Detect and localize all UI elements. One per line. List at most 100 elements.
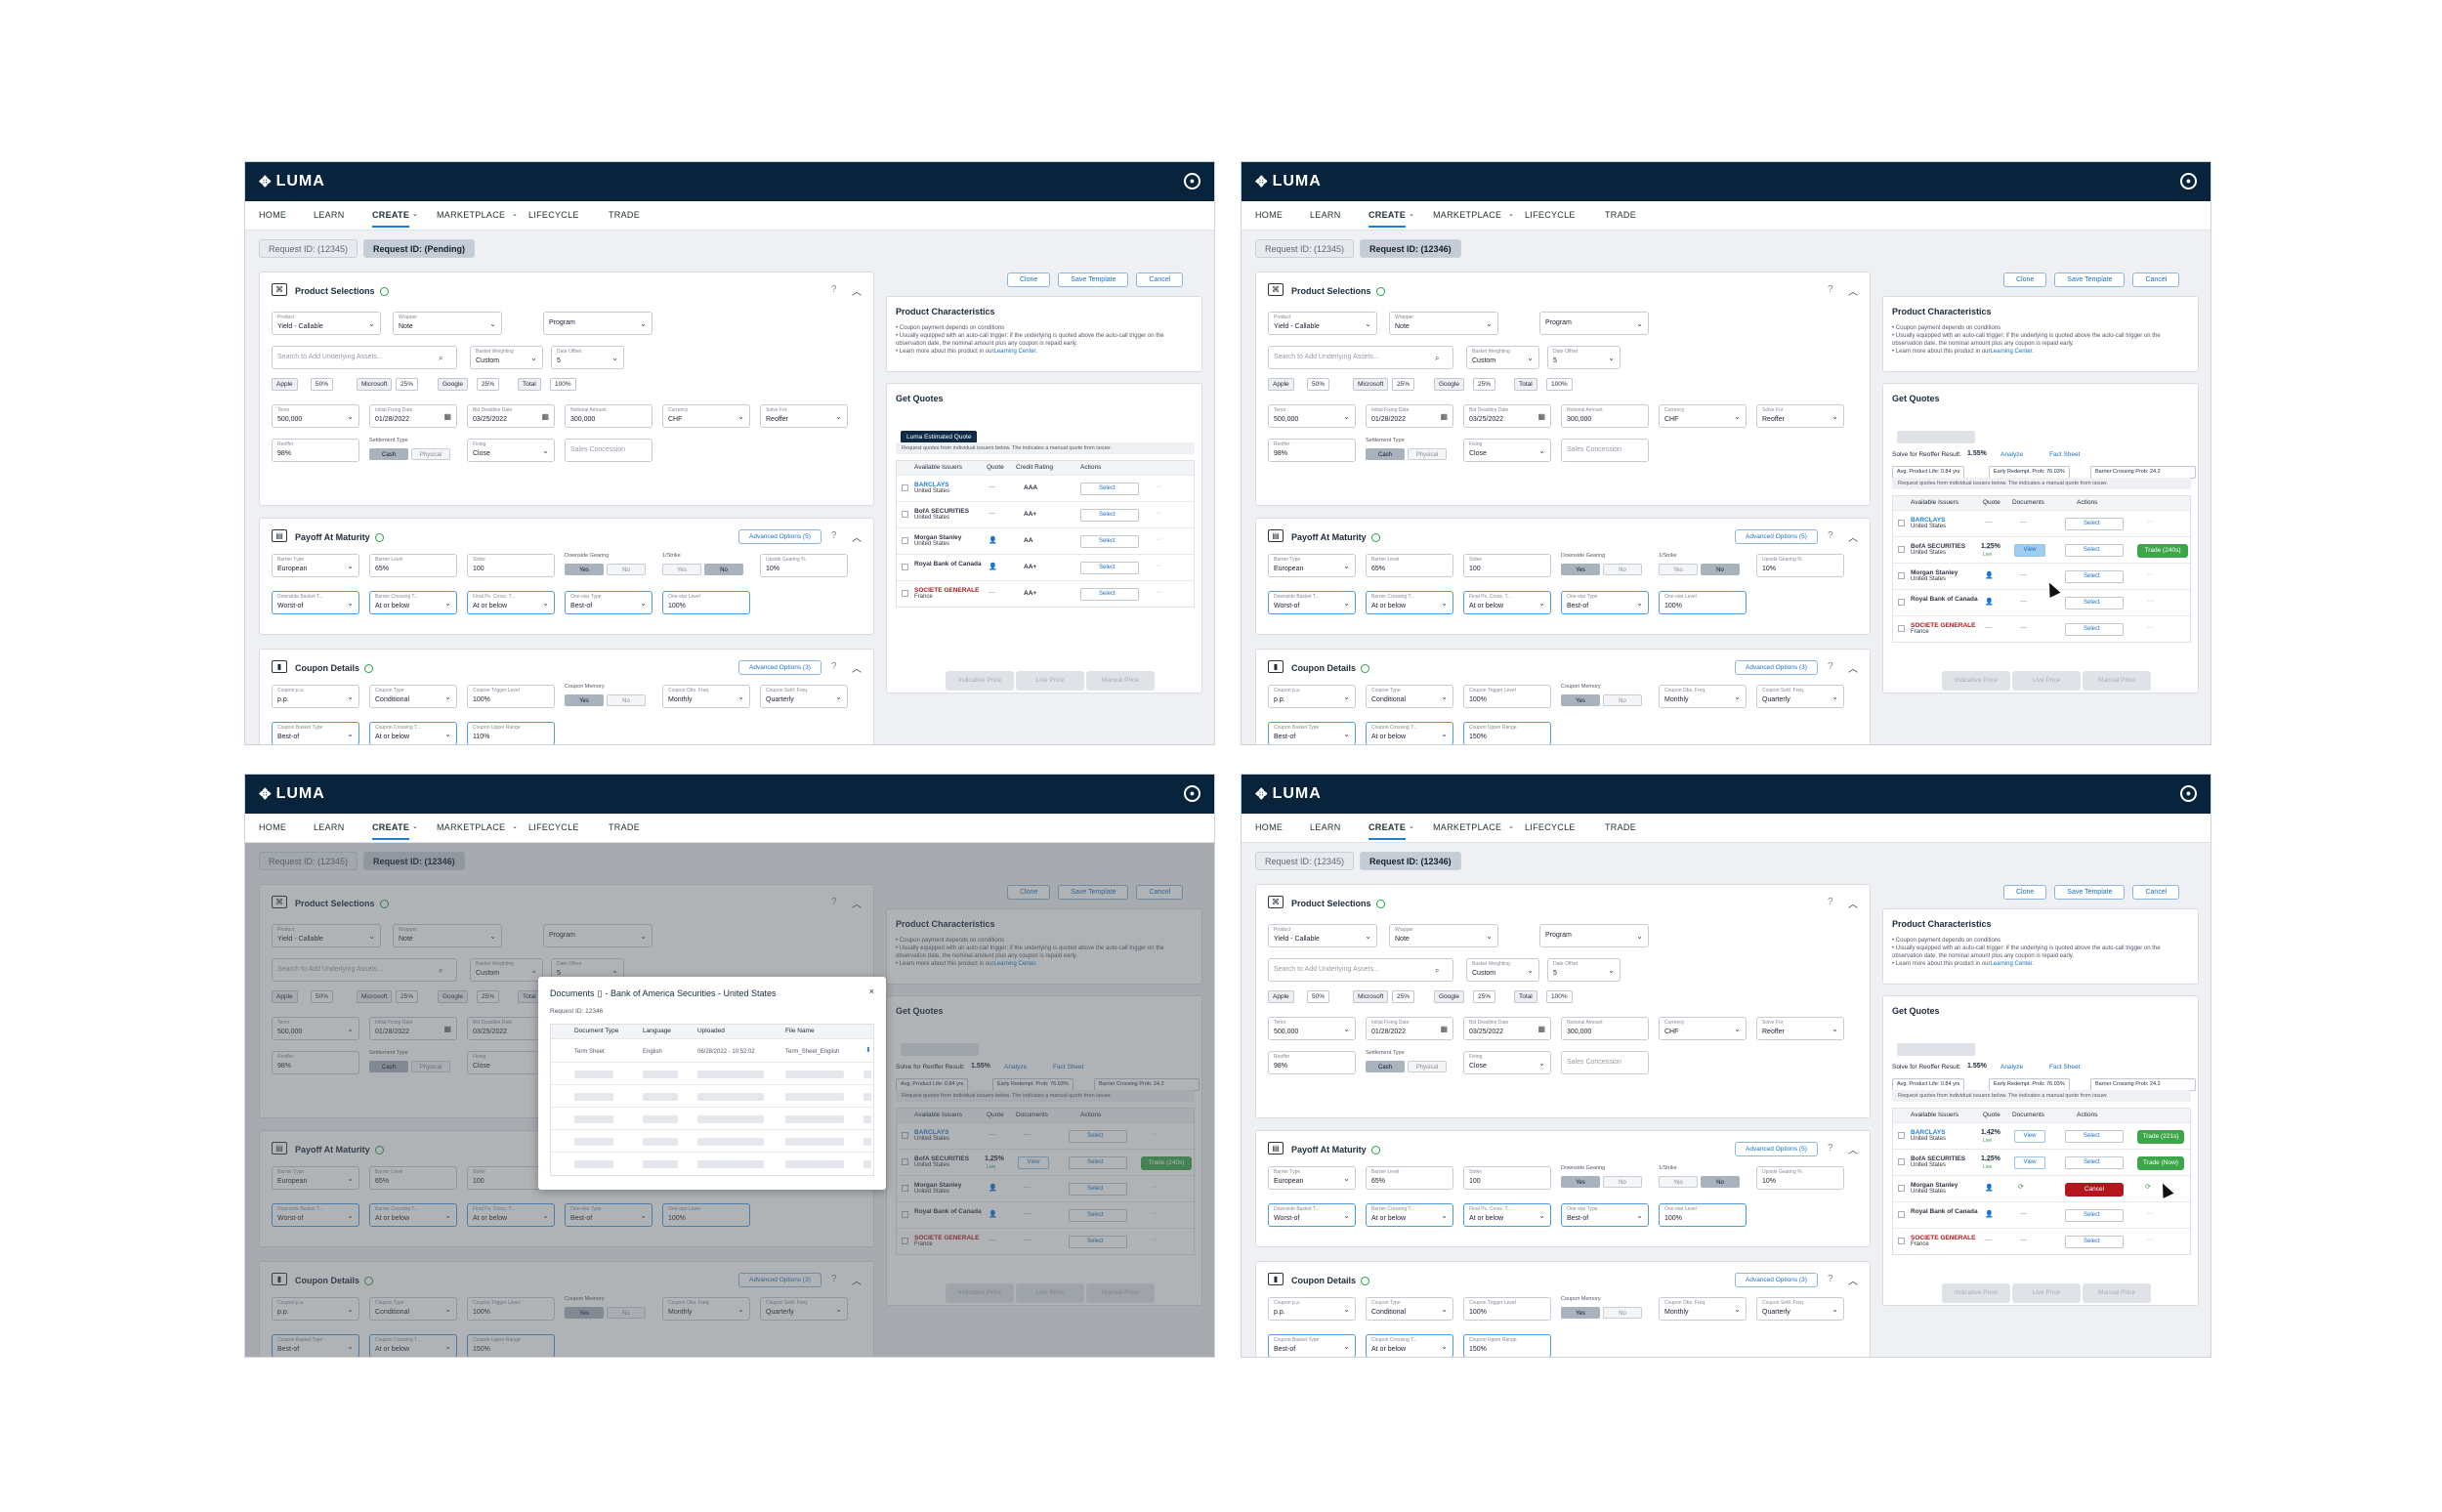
nav-lifecycle[interactable]: LIFECYCLE — [528, 822, 579, 832]
initial-fixing-date[interactable]: Initial Fixing Date 01/28/2022 ▦ — [1366, 1017, 1453, 1040]
select-dropdown[interactable]: Select — [1069, 1236, 1127, 1248]
analyze-link[interactable]: Analyze — [2000, 451, 2024, 458]
memory-yes[interactable]: Yes — [565, 1307, 604, 1319]
request-tab-current[interactable]: Request ID: (Pending) — [363, 239, 476, 258]
collapse-icon[interactable]: ︿ — [852, 533, 862, 544]
luma-estimated-quote-button[interactable]: Luma Estimated Quote — [1897, 431, 1975, 443]
coupon-obs-freq[interactable]: Coupon Obs. Freq. Monthly ⌄ — [1659, 685, 1747, 708]
downside-basket-select[interactable]: Downside Basket T... Worst-of ⌄ — [1268, 1203, 1356, 1227]
underlying-search[interactable]: Search to Add Underlying Assets... ⌕ — [272, 958, 457, 982]
issuer-row[interactable]: Royal Bank of Canada 👤 — Select ··· — [897, 1201, 1194, 1228]
issuer-row[interactable]: BARCLAYS United States — AAA Select ··· — [897, 475, 1194, 501]
issuer-row[interactable]: Morgan Stanley United States 👤 — Select ··· — [1893, 563, 2190, 589]
help-icon[interactable]: ? — [1828, 1143, 1833, 1154]
cancel-quote-button[interactable]: Cancel — [2065, 1183, 2124, 1197]
solve-for-select[interactable]: Solve For Reoffer ⌄ — [1756, 1017, 1844, 1040]
nav-trade[interactable]: TRADE — [609, 210, 641, 220]
coupon-pa[interactable]: Coupon p.a. p.p. ⌄ — [1268, 685, 1356, 708]
settlement-cash[interactable]: Cash — [369, 1061, 408, 1072]
memory-yes[interactable]: Yes — [565, 694, 604, 706]
refresh-icon[interactable]: ⟳ — [2018, 1184, 2024, 1191]
upside-gearing[interactable]: Upside Gearing % 10% — [1756, 1166, 1844, 1190]
coupon-trigger-level[interactable]: Coupon Trigger Level 100% — [1463, 685, 1551, 708]
manual-price-button[interactable]: Manual Price — [1086, 671, 1155, 691]
issuer-row[interactable]: SOCIETE GENERALE France — — Select ··· — [1893, 1228, 2190, 1254]
advanced-options-button[interactable]: Advanced Options (5) — [738, 529, 821, 544]
nav-create[interactable]: CREATE — [372, 822, 410, 840]
one-star-level[interactable]: One-star Level 100% — [662, 1203, 750, 1227]
select-dropdown[interactable]: Select — [2065, 1209, 2124, 1222]
indicative-price-button[interactable]: Indicative Price — [946, 1283, 1014, 1303]
row-checkbox[interactable] — [1898, 1132, 1905, 1139]
indicative-price-button[interactable]: Indicative Price — [1942, 1283, 2010, 1303]
issuer-row[interactable]: SOCIETE GENERALE France — AA+ Select ··· — [897, 580, 1194, 607]
row-checkbox[interactable] — [1898, 520, 1905, 526]
document-row[interactable]: Term Sheet English 06/28/2022 - 10:52:02 Te… — [551, 1038, 873, 1062]
collapse-icon[interactable]: ︿ — [1848, 533, 1858, 544]
coupon-pa[interactable]: Coupon p.a. p.p. ⌄ — [272, 685, 359, 708]
basket-weighting-select[interactable]: Basket Weighting Custom ⌄ — [1466, 346, 1539, 369]
row-checkbox[interactable] — [902, 1158, 908, 1165]
nav-marketplace[interactable]: MARKETPLACE — [437, 210, 506, 220]
issuer-row[interactable]: Morgan Stanley United States 👤 — Select ··· — [897, 1175, 1194, 1201]
analyze-link[interactable]: Analyze — [1004, 1064, 1028, 1071]
select-dropdown[interactable]: Select — [1069, 1130, 1127, 1143]
advanced-options-button[interactable]: Advanced Options (3) — [738, 1273, 821, 1287]
row-checkbox[interactable] — [1898, 1158, 1905, 1165]
user-icon[interactable]: ● — [1184, 173, 1200, 189]
issuer-row[interactable]: BofA SECURITIES United States —1.25% Live Vi… — [1893, 1149, 2190, 1175]
barrier-type-select[interactable]: Barrier Type European ⌄ — [1268, 554, 1356, 577]
row-checkbox[interactable] — [1898, 1238, 1905, 1244]
row-checkbox[interactable] — [1898, 1185, 1905, 1192]
row-checkbox[interactable] — [902, 484, 908, 491]
one-star-level[interactable]: One-star Level 100% — [1659, 591, 1747, 614]
user-icon[interactable]: ● — [1184, 785, 1200, 802]
save-template-button[interactable]: Save Template — [2054, 885, 2126, 900]
nav-marketplace[interactable]: MARKETPLACE — [1433, 822, 1502, 832]
initial-fixing-date[interactable]: Initial Fixing Date 01/28/2022 ▦ — [1366, 404, 1453, 428]
reoffer-field[interactable]: Reoffer 98% — [1268, 1051, 1356, 1074]
ustrike-yes[interactable]: Yes — [1659, 564, 1698, 575]
help-icon[interactable]: ? — [831, 661, 837, 672]
wrapper-select[interactable]: Wrapper Note ⌄ — [1389, 312, 1498, 335]
barrier-crossing-select[interactable]: Barrier Crossing T... At or below ⌄ — [369, 1203, 457, 1227]
trade-button[interactable]: Trade (221s) — [2137, 1130, 2184, 1144]
barrier-type-select[interactable]: Barrier Type European ⌄ — [272, 1166, 359, 1190]
trade-now-button[interactable]: Trade (Now) — [2137, 1156, 2184, 1170]
notional-field[interactable]: Notional Amount 300,000 — [565, 404, 653, 428]
luma-estimated-quote-button[interactable]: Luma Estimated Quote — [1897, 1043, 1975, 1056]
advanced-options-button[interactable]: Advanced Options (3) — [1735, 1273, 1818, 1287]
asset-tag[interactable]: Apple — [272, 378, 298, 391]
manual-price-button[interactable]: Manual Price — [1086, 1283, 1155, 1303]
help-icon[interactable]: ? — [831, 897, 837, 907]
upside-gearing[interactable]: Upside Gearing % 10% — [760, 554, 848, 577]
coupon-crossing[interactable]: Coupon Crossing T... At or below ⌄ — [369, 722, 457, 744]
issuer-row[interactable]: SOCIETE GENERALE France — — Select ··· — [1893, 615, 2190, 642]
asset-tag[interactable]: Total — [1514, 990, 1537, 1003]
solve-for-select[interactable]: Solve For Reoffer ⌄ — [1756, 404, 1844, 428]
nav-lifecycle[interactable]: LIFECYCLE — [1525, 822, 1576, 832]
coupon-settl-freq[interactable]: Coupon Settl. Freq. Quarterly ⌄ — [1756, 1297, 1844, 1321]
notional-field[interactable]: Notional Amount 300,000 — [1561, 1017, 1649, 1040]
select-dropdown[interactable]: Select — [1069, 1156, 1127, 1169]
row-checkbox[interactable] — [902, 1211, 908, 1218]
coupon-basket-type[interactable]: Coupon Basket Type Best-of ⌄ — [1268, 722, 1356, 744]
program-select[interactable]: ⌄ Program — [1539, 924, 1649, 947]
tenor-field[interactable]: Tenor 500,000 ⌄ — [272, 1017, 359, 1040]
issuer-row[interactable]: BofA SECURITIES United States —1.25% Live Vi… — [1893, 536, 2190, 563]
indicative-price-button[interactable]: Indicative Price — [946, 671, 1014, 691]
reoffer-field[interactable]: Reoffer 98% — [272, 1051, 359, 1074]
basket-weighting-select[interactable]: Basket Weighting Custom ⌄ — [470, 958, 543, 982]
help-icon[interactable]: ? — [1828, 284, 1833, 295]
barrier-crossing-select[interactable]: Barrier Crossing T... At or below ⌄ — [1366, 591, 1453, 614]
underlying-search[interactable]: Search to Add Underlying Assets... ⌕ — [1268, 958, 1453, 982]
asset-tag[interactable]: Google — [438, 990, 468, 1003]
nav-learn[interactable]: LEARN — [314, 210, 345, 220]
settlement-physical[interactable]: Physical — [411, 448, 450, 460]
strike[interactable]: Strike 100 — [1463, 1166, 1551, 1190]
wrapper-select[interactable]: Wrapper Note ⌄ — [1389, 924, 1498, 947]
memory-no[interactable]: No — [1603, 694, 1642, 706]
coupon-upper-range[interactable]: Coupon Upper Range 150% — [1463, 1334, 1551, 1357]
memory-no[interactable]: No — [607, 694, 646, 706]
coupon-trigger-level[interactable]: Coupon Trigger Level 100% — [1463, 1297, 1551, 1321]
